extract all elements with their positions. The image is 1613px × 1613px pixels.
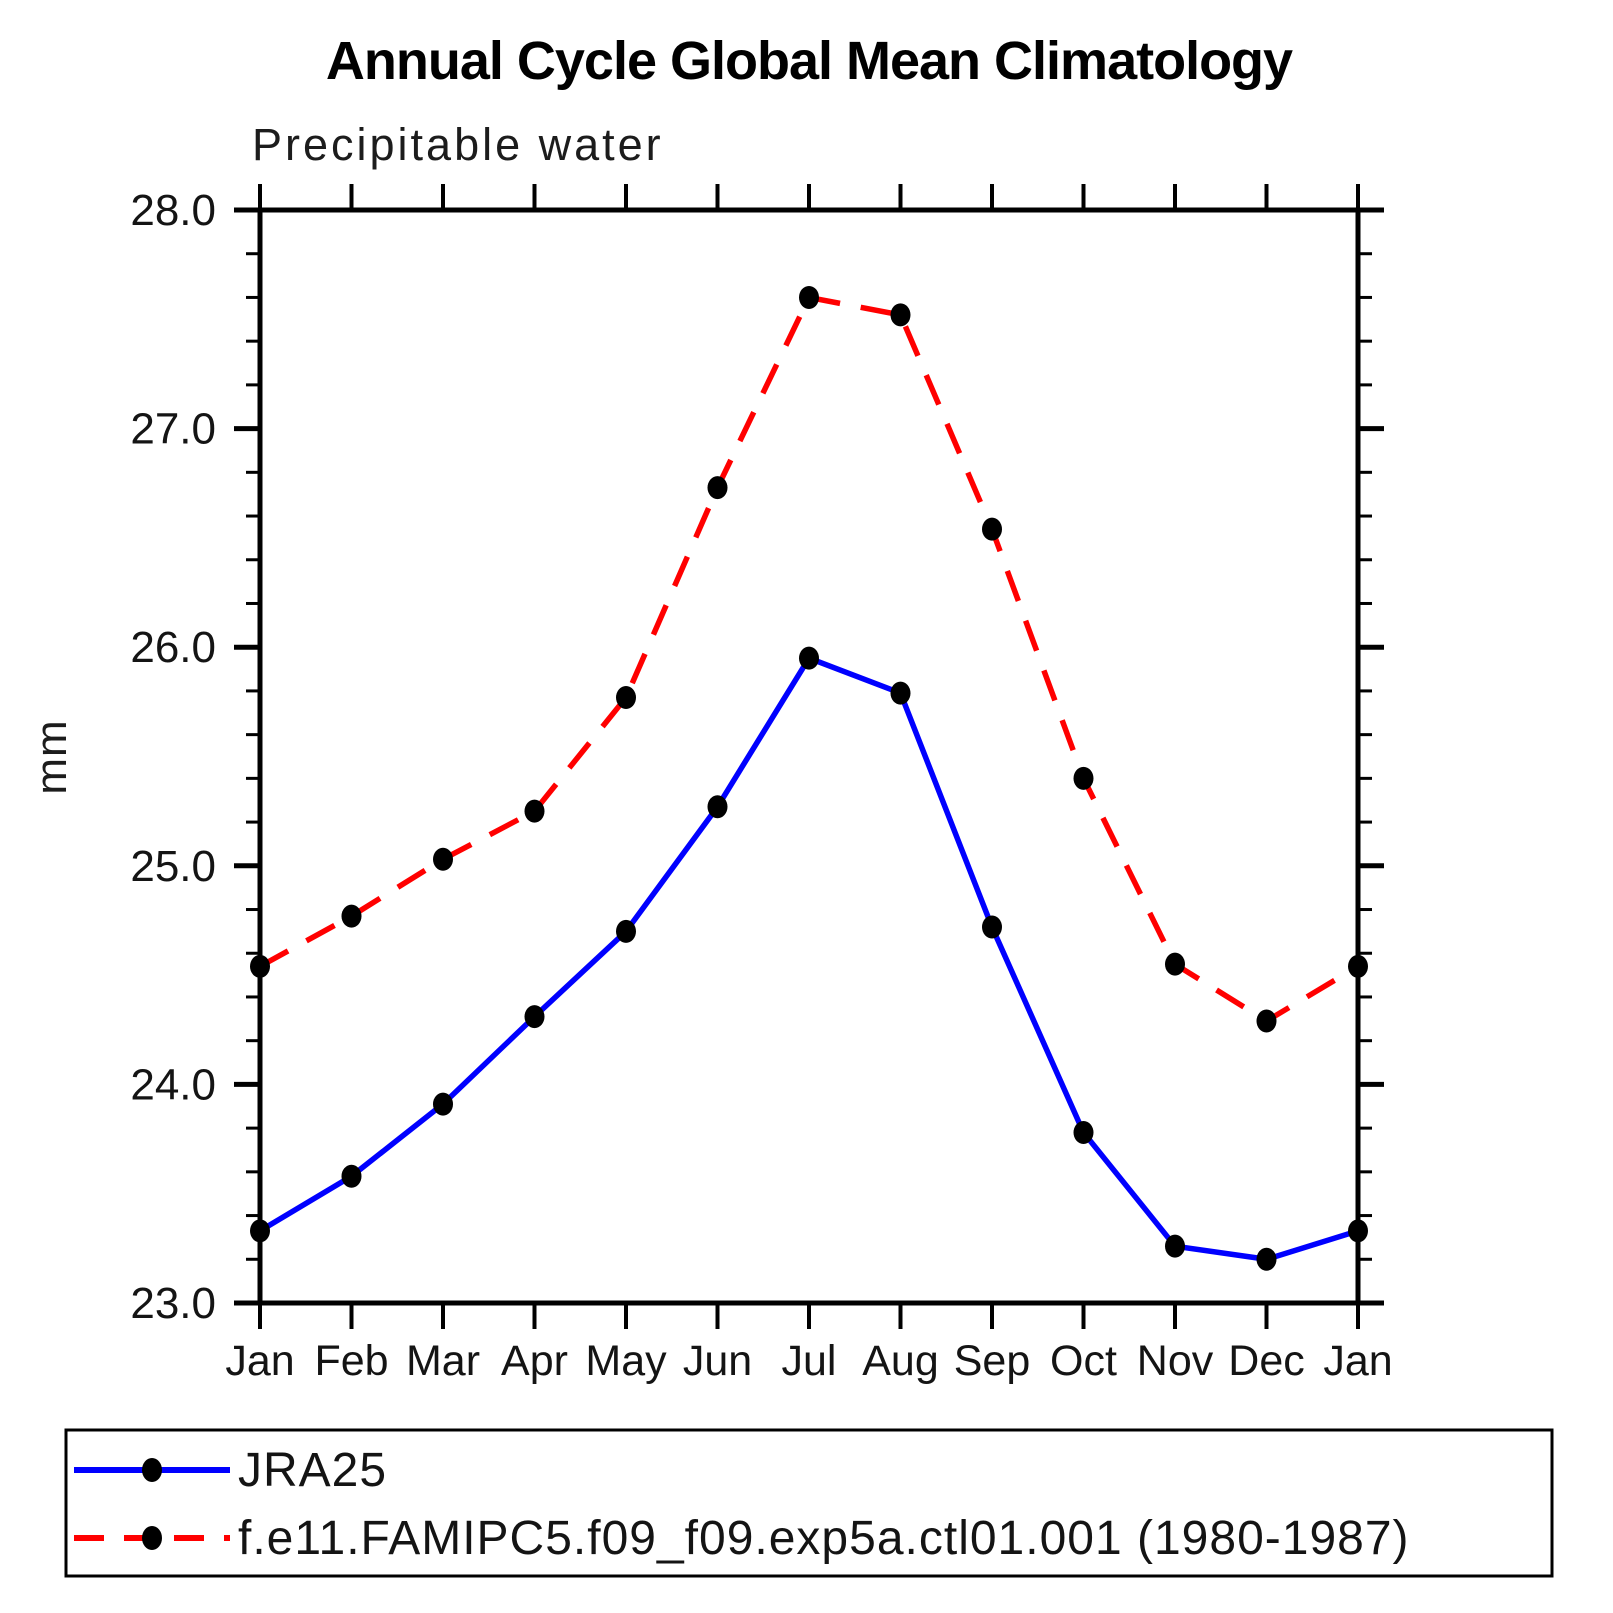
data-point-marker xyxy=(433,847,453,871)
y-axis-unit-label: mm xyxy=(27,719,76,794)
axis-tick-labels: Jan Feb Mar Apr May Jun Jul Aug Sep Oct Nov Dec Jan2… xyxy=(130,186,1392,1385)
data-point-marker xyxy=(982,517,1002,541)
plot-axes xyxy=(234,184,1384,1329)
data-point-marker xyxy=(1348,1219,1368,1243)
data-point-markers xyxy=(250,285,1368,1271)
x-tick-label: Dec xyxy=(1228,1337,1304,1385)
data-point-marker xyxy=(616,919,636,943)
x-tick-label: Sep xyxy=(954,1337,1031,1385)
data-point-marker xyxy=(707,476,728,500)
legend-marker-jra25 xyxy=(142,1458,162,1482)
y-tick-label: 24.0 xyxy=(130,1060,216,1109)
chart-title: Annual Cycle Global Mean Climatology xyxy=(326,31,1293,91)
data-point-marker xyxy=(799,285,819,309)
legend-label-jra25: JRA25 xyxy=(238,1444,387,1497)
data-point-marker xyxy=(1165,952,1185,976)
data-point-marker xyxy=(524,1005,545,1029)
data-point-marker xyxy=(250,1219,270,1243)
data-point-marker xyxy=(890,303,911,327)
data-point-marker xyxy=(341,904,362,928)
data-point-marker xyxy=(707,795,728,819)
data-point-marker xyxy=(1165,1234,1185,1258)
series-lines xyxy=(258,294,1360,1263)
x-tick-label: Nov xyxy=(1137,1337,1214,1385)
y-tick-label: 27.0 xyxy=(130,405,216,454)
x-tick-label: Oct xyxy=(1050,1337,1117,1385)
series-line-jra25 xyxy=(258,654,1359,1263)
x-tick-label: Aug xyxy=(862,1337,939,1385)
plot-frame xyxy=(257,207,1361,1306)
x-tick-label: May xyxy=(585,1337,667,1385)
data-point-marker xyxy=(1073,766,1094,790)
y-tick-label: 26.0 xyxy=(130,623,216,672)
x-tick-label: Mar xyxy=(406,1337,480,1385)
data-point-marker xyxy=(1256,1009,1277,1033)
x-tick-label: Jan xyxy=(225,1337,294,1385)
data-point-marker xyxy=(890,681,911,705)
x-tick-label: Jun xyxy=(683,1337,752,1385)
legend-marker-model xyxy=(142,1526,162,1550)
data-point-marker xyxy=(982,915,1002,939)
data-point-marker xyxy=(1256,1247,1277,1271)
x-tick-label: Jul xyxy=(782,1337,837,1385)
chart-subtitle: Precipitable water xyxy=(252,119,664,170)
data-point-marker xyxy=(799,646,819,670)
y-tick-label: 28.0 xyxy=(130,186,216,235)
legend-box: JRA25 f.e11.FAMIPC5.f09_f09.exp5a.ctl01.… xyxy=(64,1428,1554,1578)
data-point-marker xyxy=(616,685,636,709)
x-tick-label: Jan xyxy=(1323,1337,1392,1385)
x-tick-label: Feb xyxy=(314,1337,388,1385)
data-point-marker xyxy=(250,954,270,978)
data-point-marker xyxy=(341,1164,362,1188)
x-tick-label: Apr xyxy=(501,1337,568,1385)
data-point-marker xyxy=(524,799,545,823)
legend-border xyxy=(64,1428,1554,1578)
data-point-marker xyxy=(1348,954,1368,978)
data-point-marker xyxy=(433,1092,453,1116)
y-tick-label: 23.0 xyxy=(130,1279,216,1328)
legend-label-model: f.e11.FAMIPC5.f09_f09.exp5a.ctl01.001 (1… xyxy=(238,1512,1410,1565)
y-tick-label: 25.0 xyxy=(130,842,216,891)
data-point-marker xyxy=(1073,1120,1094,1144)
